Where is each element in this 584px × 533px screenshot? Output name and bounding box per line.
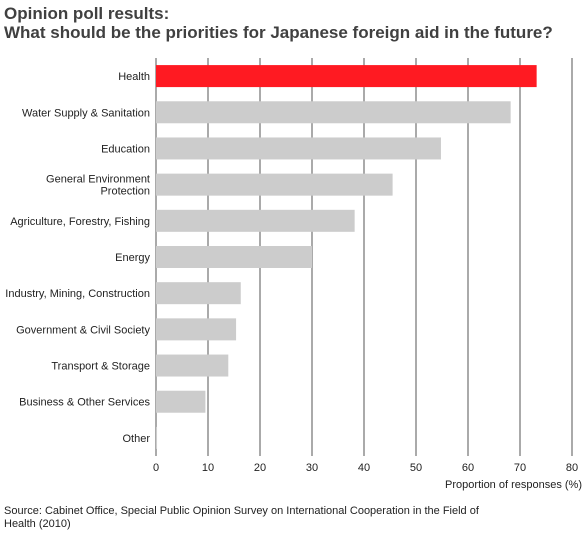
- x-tick-label: 70: [514, 462, 526, 474]
- category-label: Agriculture, Forestry, Fishing: [10, 216, 150, 228]
- title-line-1: Opinion poll results:: [4, 4, 170, 23]
- category-label: General Environment Protection: [46, 174, 150, 198]
- bar: [156, 354, 229, 377]
- category-label: Business & Other Services: [19, 397, 150, 409]
- x-tick-label: 60: [462, 462, 474, 474]
- category-label: Health: [118, 71, 150, 83]
- bar: [156, 173, 393, 196]
- bar: [156, 101, 511, 124]
- title-line-2: What should be the priorities for Japane…: [4, 23, 553, 42]
- bar: [156, 390, 206, 413]
- category-label: Government & Civil Society: [16, 324, 150, 336]
- bar: [156, 318, 237, 341]
- bar: [156, 209, 355, 232]
- x-tick-label: 20: [254, 462, 266, 474]
- source-note: Source: Cabinet Office, Special Public O…: [4, 505, 479, 530]
- bar-chart: 0 10 20 30 40 50 60 70 80 Health Water Supply & Sa…: [5, 58, 582, 491]
- x-tick-label: 0: [153, 462, 159, 474]
- x-tick-label: 10: [202, 462, 214, 474]
- bar: [156, 137, 441, 160]
- category-label: Education: [101, 143, 150, 155]
- x-tick-label: 40: [358, 462, 370, 474]
- bar: [156, 65, 537, 88]
- chart-title: Opinion poll results: What should be the…: [4, 4, 553, 42]
- category-label: Water Supply & Sanitation: [22, 107, 150, 119]
- bar: [156, 246, 312, 268]
- bar: [156, 282, 241, 305]
- category-label: Industry, Mining, Construction: [5, 288, 150, 300]
- category-label: Transport & Storage: [51, 361, 150, 373]
- bar: [156, 426, 158, 449]
- x-tick-label: 80: [566, 462, 578, 474]
- x-tick-label: 50: [410, 462, 422, 474]
- x-axis-title: Proportion of responses (%): [445, 479, 582, 491]
- category-label: Energy: [115, 252, 150, 264]
- x-tick-label: 30: [306, 462, 318, 474]
- category-label: Other: [122, 433, 150, 445]
